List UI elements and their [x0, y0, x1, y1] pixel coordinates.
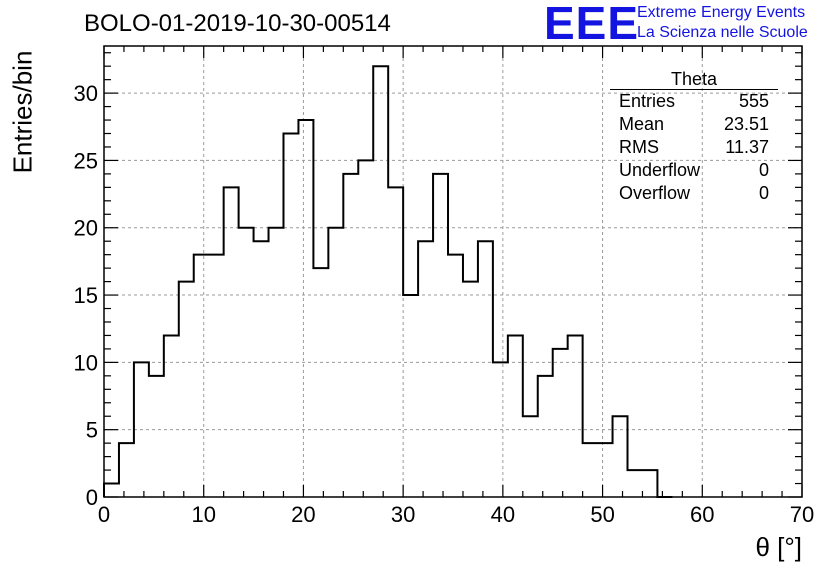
y-tick-label: 5	[86, 418, 98, 443]
axis-ticks	[103, 46, 803, 498]
x-tick-label: 40	[491, 502, 515, 527]
histogram-outline	[103, 65, 673, 498]
run-title: BOLO-01-2019-10-30-00514	[84, 10, 391, 37]
stats-value: 23.51	[723, 114, 769, 134]
stats-row-mean: Mean 23.51	[610, 113, 778, 136]
stats-box: Theta Entries 555 Mean 23.51 RMS 11.37 U…	[610, 70, 778, 205]
stats-value: 0	[758, 183, 769, 203]
y-axis-label-wrap: Entries/bin	[8, 0, 38, 572]
y-tick-label: 10	[74, 350, 98, 375]
stats-label: Underflow	[619, 160, 701, 180]
stats-value: 0	[758, 160, 769, 180]
x-tick-labels: 0 10 20 30 40 50 60 70	[98, 502, 814, 527]
x-axis-label: θ [°]	[755, 532, 802, 562]
y-tick-label: 0	[86, 485, 98, 510]
stats-value: 11.37	[725, 137, 769, 157]
stats-row-rms: RMS 11.37	[610, 136, 778, 159]
x-tick-label: 20	[291, 502, 315, 527]
x-tick-label: 60	[690, 502, 714, 527]
grid-lines	[104, 46, 802, 497]
stats-label: Entries	[619, 91, 676, 111]
y-tick-label: 30	[74, 81, 98, 106]
eee-logo: EEE	[544, 0, 640, 49]
y-tick-label: 15	[74, 283, 98, 308]
stats-title: Theta	[610, 70, 778, 90]
y-tick-label: 25	[74, 148, 98, 173]
x-tick-label: 50	[590, 502, 614, 527]
stats-row-overflow: Overflow 0	[610, 182, 778, 205]
logo-line-1: Extreme Energy Events	[637, 4, 806, 21]
x-tick-label: 30	[391, 502, 415, 527]
y-tick-labels: 0 5 10 15 20 25 30	[74, 81, 98, 510]
y-tick-label: 20	[74, 216, 98, 241]
stats-value: 555	[738, 91, 769, 111]
stats-label: Mean	[619, 114, 665, 134]
stats-label: Overflow	[619, 183, 691, 203]
plot-frame	[103, 45, 803, 498]
stats-label: RMS	[619, 137, 659, 157]
x-tick-label: 70	[790, 502, 814, 527]
y-axis-label: Entries/bin	[7, 50, 38, 174]
logo-line-2: La Scienza nelle Scuole	[637, 24, 808, 41]
logo-caption: Extreme Energy Events La Scienza nelle S…	[637, 3, 808, 43]
stats-row-entries: Entries 555	[610, 90, 778, 113]
histogram-series	[103, 65, 673, 498]
x-tick-label: 0	[98, 502, 110, 527]
x-tick-label: 10	[191, 502, 215, 527]
stats-row-underflow: Underflow 0	[610, 159, 778, 182]
